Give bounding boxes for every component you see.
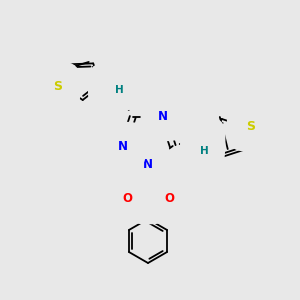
Text: N: N	[118, 140, 128, 152]
Text: N: N	[198, 134, 208, 148]
Text: H: H	[115, 85, 124, 95]
Text: N: N	[106, 80, 116, 94]
Text: H: H	[200, 146, 209, 156]
Text: O: O	[164, 193, 174, 206]
Text: N: N	[158, 110, 168, 124]
Text: S: S	[143, 193, 152, 206]
Text: S: S	[246, 120, 255, 133]
Text: S: S	[53, 80, 62, 93]
Text: O: O	[122, 193, 132, 206]
Text: N: N	[143, 158, 153, 170]
